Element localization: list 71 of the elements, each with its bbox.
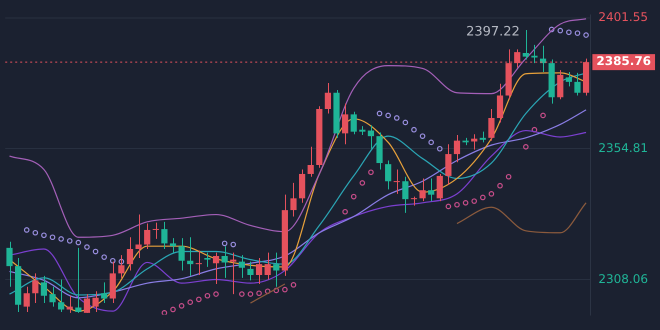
point (394, 115, 400, 121)
point (548, 26, 554, 32)
point (256, 290, 262, 296)
line-series (456, 202, 587, 234)
point (523, 144, 529, 150)
point (411, 126, 417, 133)
point (368, 169, 374, 176)
point (58, 236, 64, 242)
point (350, 194, 357, 200)
point (24, 227, 30, 233)
candlestick (230, 252, 236, 295)
candlestick (359, 126, 366, 136)
point (178, 303, 184, 309)
point (583, 32, 589, 38)
point (454, 202, 460, 208)
point (222, 240, 228, 246)
candlestick (101, 282, 108, 304)
candlestick (480, 131, 486, 143)
point (342, 208, 348, 215)
point (506, 174, 512, 180)
point (376, 110, 382, 116)
point (32, 230, 38, 236)
point (471, 198, 477, 204)
point (196, 296, 202, 302)
y-tick-label: 2354.81 (598, 140, 648, 155)
point (462, 200, 468, 206)
point (204, 292, 210, 299)
point (436, 146, 443, 152)
point (162, 310, 168, 315)
point (50, 234, 56, 240)
point (66, 238, 73, 244)
point (497, 182, 503, 189)
point (92, 248, 98, 254)
point (385, 112, 391, 118)
point (566, 29, 572, 36)
point (420, 133, 426, 139)
point (76, 240, 82, 246)
point (574, 30, 580, 36)
point (488, 191, 494, 197)
point (532, 126, 538, 133)
point (213, 291, 219, 297)
line-series (8, 109, 587, 298)
y-tick-label: 2401.55 (598, 10, 648, 24)
point (446, 204, 452, 210)
point (118, 258, 124, 264)
point (360, 180, 366, 186)
point (557, 28, 564, 34)
line-series (8, 18, 587, 238)
point (282, 286, 288, 292)
point (480, 194, 486, 200)
point (540, 112, 546, 118)
point (187, 299, 194, 305)
y-tick-label: 2308.06 (598, 272, 648, 286)
point (110, 258, 116, 264)
point (402, 120, 408, 126)
candlestick (462, 137, 469, 146)
candlestick (66, 295, 73, 314)
ref-line-label: 2385.76 (596, 54, 652, 68)
point (101, 254, 107, 260)
point (264, 288, 270, 294)
point (290, 282, 296, 288)
point (428, 140, 434, 146)
point (41, 232, 47, 238)
point (230, 242, 236, 248)
annotation: 2397.22 (466, 24, 520, 40)
point (239, 291, 245, 297)
point (248, 291, 254, 297)
point (84, 244, 90, 250)
point (170, 306, 176, 312)
point (273, 288, 280, 294)
candlestick (471, 134, 478, 150)
